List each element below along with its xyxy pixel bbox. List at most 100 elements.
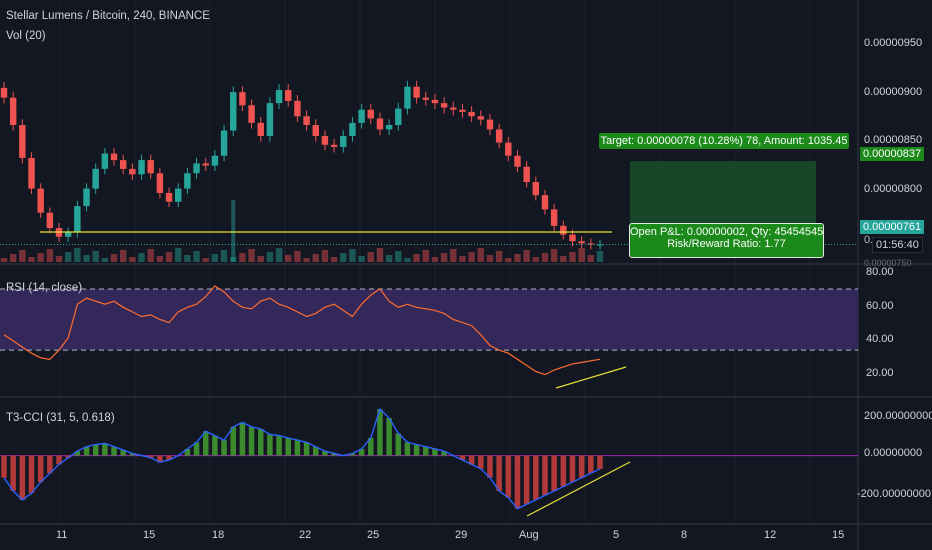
time-tick: 18	[212, 529, 225, 541]
volume-bar	[275, 248, 283, 262]
current-price-tag: 0.00000761	[860, 220, 925, 234]
price-tick: 0.00000900	[864, 86, 923, 98]
volume-bar	[459, 256, 466, 262]
volume-bar	[523, 250, 530, 262]
candle-body	[505, 142, 512, 156]
volume-bar	[37, 253, 44, 262]
price-tick-partial: 0.	[864, 234, 874, 246]
volume-bar	[64, 252, 72, 262]
candle-body	[248, 105, 255, 123]
volume-bar	[220, 250, 228, 262]
volume-bar	[165, 252, 173, 262]
rsi-band	[0, 288, 858, 351]
time-tick: Aug	[519, 529, 539, 541]
candle-body	[74, 206, 81, 233]
volume-bar	[303, 258, 310, 262]
cci-line	[3, 407, 601, 510]
candle-body	[239, 92, 246, 106]
volume-bar	[211, 254, 219, 262]
volume-bar	[175, 248, 182, 262]
volume-bar	[28, 257, 35, 262]
time-tick: 5	[613, 529, 620, 541]
volume-bar	[550, 249, 558, 262]
rsi-line	[3, 285, 601, 376]
volume-bar	[285, 255, 292, 262]
target-label-box[interactable]: Target: 0.00000078 (10.28%) 78, Amount: …	[599, 133, 849, 149]
volume-bar	[440, 253, 448, 262]
volume-bar	[358, 256, 365, 262]
candle-body	[202, 163, 209, 166]
rsi-tick: 20.00	[866, 367, 894, 379]
volume-bar	[110, 254, 118, 262]
volume-bar	[587, 255, 595, 262]
volume-bar	[468, 252, 475, 262]
target-price-tag: 0.00000837	[860, 147, 925, 161]
volume-bar	[596, 251, 604, 262]
volume-bar	[257, 256, 264, 262]
volume-bar	[138, 253, 145, 262]
volume-bar	[404, 258, 411, 262]
candle-body	[495, 129, 503, 143]
volume-bar	[9, 254, 17, 262]
cci-tick: -200.00000000	[857, 488, 932, 500]
volume-bar	[505, 258, 512, 262]
time-tick: 22	[299, 529, 312, 541]
volume-bar	[422, 250, 429, 262]
candle-body	[193, 163, 200, 174]
candle-body	[486, 119, 494, 130]
candle-body	[46, 212, 54, 229]
price-tick: 0.00000850	[864, 134, 923, 146]
candle-body	[92, 168, 99, 189]
candle-body	[541, 195, 549, 210]
candle-body	[358, 109, 365, 123]
candle-body	[550, 209, 558, 226]
candle-body	[395, 108, 402, 126]
candle-body	[340, 136, 347, 147]
candle-body	[19, 125, 26, 158]
rsi-tick: 40.00	[866, 333, 894, 345]
candle-body	[9, 97, 17, 126]
candle-body	[587, 243, 595, 245]
time-tick: 25	[367, 529, 380, 541]
candle-body	[376, 118, 384, 130]
volume-bar	[55, 256, 63, 262]
volume-bar	[349, 249, 356, 262]
cci-divergence-line	[526, 461, 631, 517]
volume-bar	[19, 250, 26, 262]
price-tick: 0.00000950	[864, 37, 923, 49]
candle-body	[110, 153, 118, 161]
volume-bar	[340, 253, 347, 262]
time-tick: 15	[832, 529, 845, 541]
candle-body	[275, 89, 283, 104]
symbol-title: Stellar Lumens / Bitcoin, 240, BINANCE	[6, 10, 210, 22]
time-tick: 29	[455, 529, 468, 541]
volume-bar	[495, 251, 503, 262]
candle-body	[230, 92, 237, 131]
volume-bar	[395, 251, 402, 262]
candle-body	[404, 86, 411, 109]
volume-bar	[569, 252, 576, 262]
candle-body	[64, 232, 72, 237]
candle-body	[440, 103, 448, 108]
volume-bar	[541, 253, 549, 262]
time-tick: 8	[681, 529, 688, 541]
candle-body	[266, 103, 274, 136]
volume-bar	[312, 254, 319, 262]
volume-bar	[156, 256, 164, 262]
rsi-tick: 80.00	[866, 266, 894, 278]
volume-bar	[248, 249, 255, 262]
candle-body	[422, 97, 429, 100]
volume-bar	[101, 258, 109, 262]
candle-body	[459, 109, 466, 112]
candle-body	[560, 225, 567, 235]
volume-bar	[119, 250, 127, 262]
volume-bar	[578, 248, 585, 262]
volume-bar	[239, 253, 246, 262]
candle-body	[330, 144, 338, 147]
volume-bar	[294, 251, 301, 262]
candle-body	[138, 160, 145, 175]
candle-body	[129, 168, 136, 175]
pnl-label-box[interactable]: Open P&L: 0.00000002, Qty: 45454545 Risk…	[629, 223, 824, 258]
